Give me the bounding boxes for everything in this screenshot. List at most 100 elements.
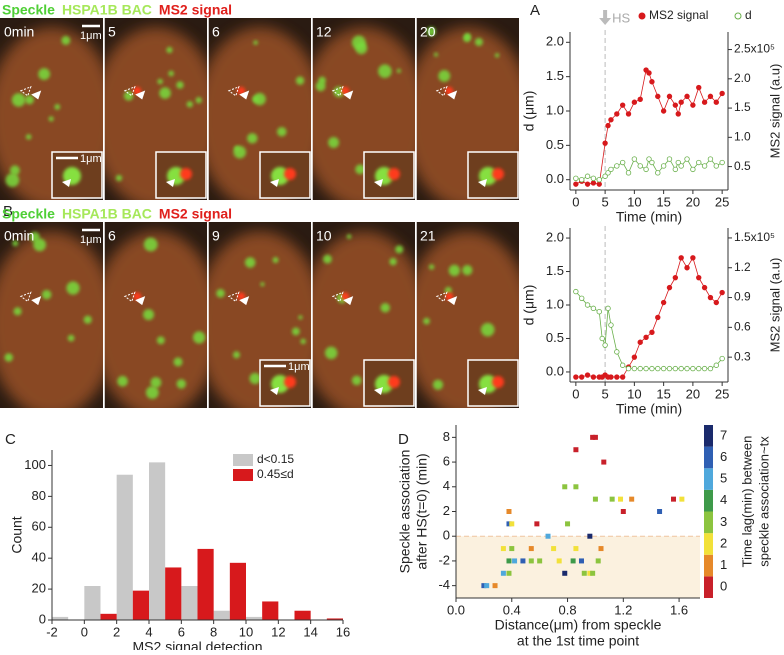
- speckle: [276, 126, 287, 137]
- speckle: [150, 377, 162, 388]
- legend-label: 0.45≤d: [257, 467, 294, 481]
- speckle: [66, 281, 80, 295]
- image-legend: HSPA1B BAC: [62, 2, 152, 18]
- colorbar-label: Time lag(min) between: [739, 436, 754, 568]
- x-tick-label: 10: [239, 624, 253, 639]
- data-point: [556, 558, 562, 564]
- x-tick-label: 0: [81, 624, 88, 639]
- speckle: [156, 336, 165, 345]
- speckle: [25, 134, 32, 140]
- data-point: [608, 322, 614, 328]
- arrowhead: [343, 296, 354, 306]
- data-point: [614, 349, 620, 355]
- data-point: [534, 521, 540, 527]
- panel-label: B: [3, 203, 13, 220]
- bar: [165, 567, 182, 620]
- speckle: [115, 174, 123, 182]
- speckle: [5, 173, 20, 187]
- speckle: [389, 257, 397, 266]
- y2-axis-label: MS2 signal (a.u): [767, 64, 782, 159]
- data-point: [605, 122, 611, 129]
- speckle: [9, 165, 20, 176]
- arrowhead: [239, 296, 250, 306]
- colorbar-tick-label: 2: [720, 535, 727, 550]
- speckle: [143, 309, 155, 321]
- data-point: [537, 558, 543, 564]
- image-legend: MS2 signal: [159, 2, 232, 18]
- data-point: [675, 111, 681, 117]
- arrowhead-open: [331, 85, 344, 97]
- annotation: HS: [612, 10, 630, 25]
- x-tick-label: 0.4: [503, 602, 521, 617]
- frame-label: 12: [316, 24, 332, 40]
- data-point: [646, 156, 652, 162]
- scale-bar-label: 1μm: [80, 234, 102, 246]
- speckle: [176, 379, 187, 389]
- data-point: [608, 166, 614, 173]
- microscopy-frame: [312, 18, 415, 200]
- data-point: [528, 558, 534, 564]
- y2-axis-label: MS2 signal (a.u): [767, 258, 782, 353]
- data-point: [618, 496, 624, 502]
- data-point: [596, 181, 602, 187]
- speckle: [38, 68, 51, 80]
- image-legend: MS2 signal: [159, 206, 232, 222]
- y-tick-label: 2: [443, 503, 450, 518]
- arrowhead: [31, 296, 42, 306]
- colorbar-cell: [704, 446, 713, 469]
- data-point: [655, 170, 661, 176]
- speckle: [244, 257, 256, 268]
- x-tick-label: 10: [627, 194, 641, 209]
- data-point: [599, 335, 605, 342]
- speckle: [157, 78, 163, 85]
- y2-tick-label: 0.3: [734, 349, 751, 363]
- x-tick-label: 12: [271, 624, 285, 639]
- frame-label: 10: [316, 228, 332, 244]
- speckle: [247, 133, 258, 144]
- data-point: [666, 365, 673, 372]
- arrowhead-open: [123, 85, 136, 97]
- data-point: [614, 374, 620, 380]
- bar: [213, 610, 230, 620]
- speckle: [323, 254, 332, 264]
- x-tick-label: 15: [656, 194, 670, 209]
- x-axis-label: Time (min): [616, 209, 682, 225]
- data-point: [713, 362, 719, 368]
- ms2-spot: [445, 86, 454, 95]
- data-point: [506, 558, 512, 564]
- speckle: [123, 91, 134, 101]
- speckle: [195, 97, 202, 104]
- bar: [149, 462, 166, 620]
- data-point: [619, 102, 626, 108]
- ms2-spot: [133, 292, 142, 301]
- data-point: [602, 342, 608, 348]
- data-point: [551, 546, 557, 552]
- x-tick-label: 16: [336, 624, 350, 639]
- speckle: [295, 76, 305, 85]
- data-point: [481, 583, 487, 589]
- data-point: [506, 570, 512, 576]
- data-point: [584, 181, 591, 187]
- y-axis-label: Speckle association: [397, 450, 413, 574]
- y-tick-label: 1.5: [546, 263, 564, 278]
- y2-tick-label: 1.2: [734, 260, 751, 274]
- data-point: [625, 170, 632, 176]
- arrowhead: [135, 90, 146, 100]
- data-point: [672, 365, 679, 372]
- speckle: [474, 37, 483, 47]
- data-point: [637, 339, 643, 345]
- y-axis-label: Count: [9, 516, 25, 553]
- speckle: [54, 104, 61, 110]
- speckle: [4, 353, 14, 362]
- y-tick-label: 0.0: [546, 171, 564, 186]
- speckle: [159, 87, 171, 99]
- x-tick-label: 6: [178, 624, 185, 639]
- colorbar-cell: [704, 554, 713, 577]
- inset-ms2: [388, 376, 400, 388]
- data-point: [655, 314, 661, 321]
- data-point: [614, 163, 620, 169]
- x-tick-label: 0.8: [559, 602, 577, 617]
- hs-arrow: [599, 10, 612, 25]
- data-point: [619, 159, 626, 166]
- colorbar-cell: [704, 576, 713, 598]
